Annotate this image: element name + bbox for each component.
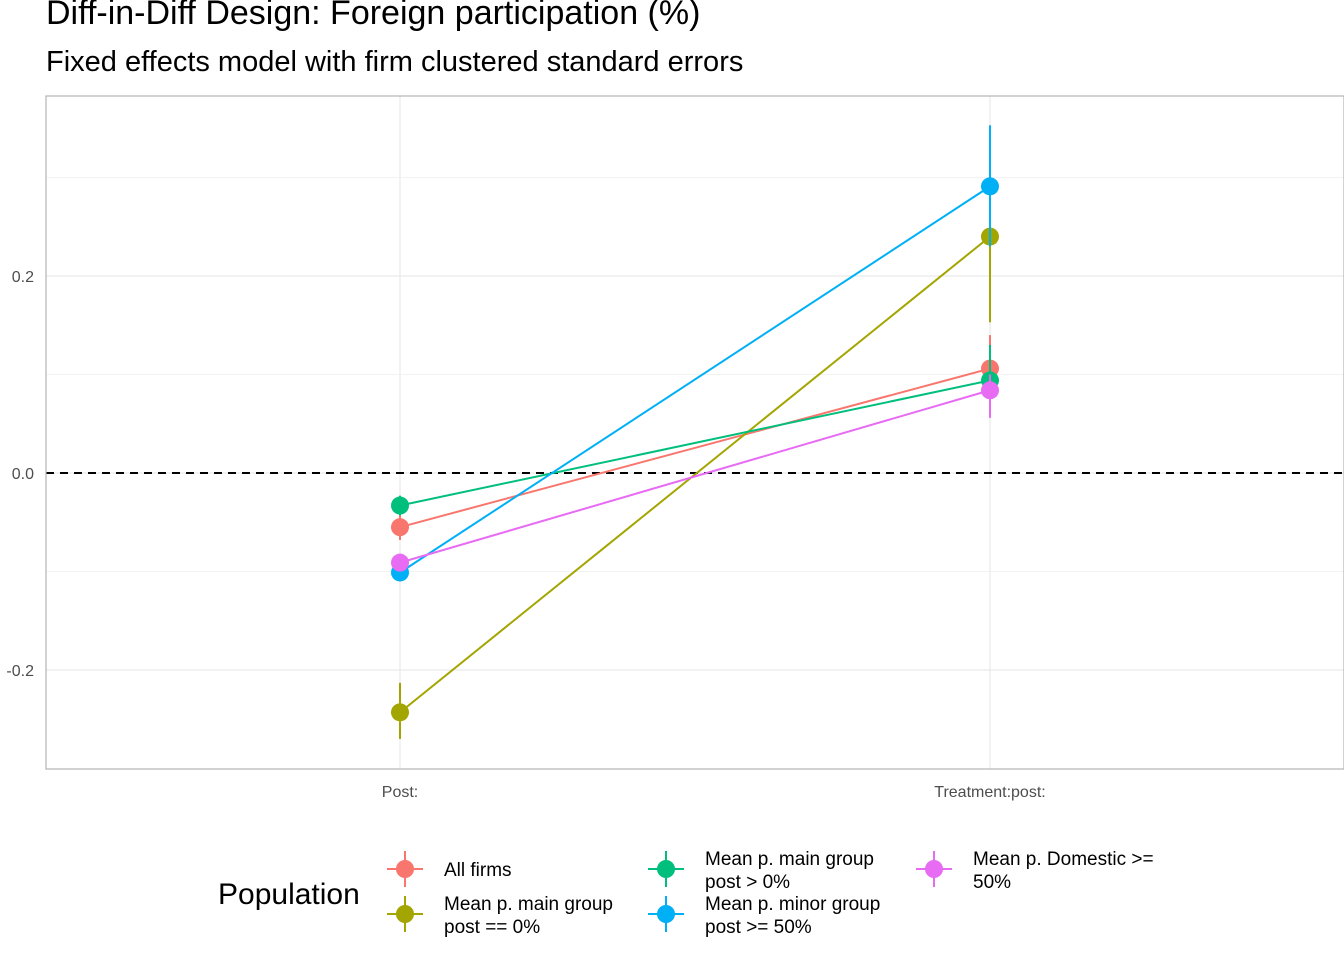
data-point-4-1 [981, 381, 999, 400]
y-tick-label-1: 0.0 [12, 466, 34, 483]
data-point-2-0 [391, 496, 409, 515]
series-0 [391, 335, 999, 540]
legend-title: Population [218, 878, 360, 911]
data-point-4-0 [391, 553, 409, 572]
series-line-0 [399, 367, 991, 529]
data-point-3-1 [981, 177, 999, 196]
legend-label-0-0: All firms [444, 860, 512, 881]
series-1 [391, 227, 999, 739]
series-line-1 [399, 235, 991, 714]
legend-item-0: All firms [387, 851, 512, 887]
legend-key-point-4 [925, 860, 943, 878]
data-point-0-0 [391, 518, 409, 537]
y-tick-label-0: -0.2 [6, 663, 34, 680]
series-4 [391, 374, 999, 572]
series-line-3 [399, 185, 991, 574]
legend-label-1-1: post == 0% [444, 917, 540, 938]
grid-lines [46, 96, 1344, 769]
legend-label-1-0: Mean p. main group [444, 894, 613, 915]
axis-labels: -0.2 0.0 0.2 Post: Treatment:post: [6, 269, 1045, 801]
series-group [391, 125, 999, 739]
y-tick-label-2: 0.2 [12, 269, 34, 286]
data-point-1-0 [391, 703, 409, 722]
series-line-2 [399, 379, 991, 507]
legend-label-2-1: post > 0% [705, 872, 790, 893]
series-2 [391, 344, 999, 516]
legend-key-point-3 [657, 905, 675, 923]
series-3 [391, 125, 999, 582]
legend-label-4-0: Mean p. Domestic >= [973, 849, 1154, 870]
legend-label-3-1: post >= 50% [705, 917, 812, 938]
legend-key-point-0 [396, 860, 414, 878]
series-line-4 [399, 389, 991, 564]
chart-title: Diff-in-Diff Design: Foreign participati… [46, 0, 701, 32]
legend-item-4: Mean p. Domestic >=50% [916, 849, 1154, 893]
legend-label-4-1: 50% [973, 872, 1011, 893]
x-tick-label-0: Post: [382, 784, 418, 801]
x-tick-label-1: Treatment:post: [934, 784, 1045, 801]
legend-label-3-0: Mean p. minor group [705, 894, 880, 915]
chart-subtitle: Fixed effects model with firm clustered … [46, 46, 744, 78]
plot-border [45, 95, 1344, 770]
legend-label-2-0: Mean p. main group [705, 849, 874, 870]
legend-key-point-1 [396, 905, 414, 923]
legend-key-point-2 [657, 860, 675, 878]
